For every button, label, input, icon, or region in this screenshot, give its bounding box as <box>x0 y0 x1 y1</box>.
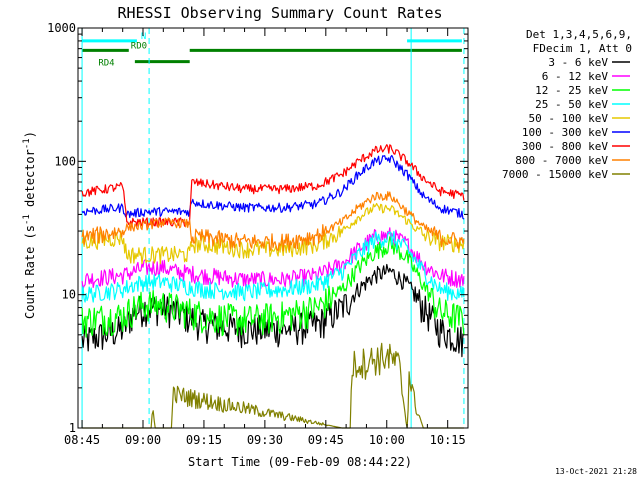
legend-header-0: Det 1,3,4,5,6,9, <box>526 28 632 41</box>
y-axis-label-mid: detector <box>23 149 37 214</box>
y-tick-label: 100 <box>54 154 76 168</box>
series-line-7 <box>81 191 465 252</box>
axis-ticks: 08:45 09:00 09:15 09:30 09:45 10:00 10:15 1 10 10… <box>47 21 468 447</box>
legend-label-5: 100 - 300 keV <box>522 126 608 139</box>
flag-label-rd4: RD4 <box>98 59 114 69</box>
legend-label-6: 300 - 800 keV <box>522 140 608 153</box>
footer-date: 13-Oct-2021 21:28 <box>555 467 637 476</box>
x-tick-label: 09:45 <box>308 433 344 447</box>
y-axis-label-suffix: ) <box>23 131 37 138</box>
legend-label-0: 3 - 6 keV <box>548 56 608 69</box>
x-tick-label: 09:30 <box>247 433 283 447</box>
y-tick-label: 1000 <box>47 21 76 35</box>
legend-label-7: 800 - 7000 keV <box>515 154 608 167</box>
y-axis-label: Count Rate (s-1 detector-1) <box>22 131 37 319</box>
series-layer <box>81 144 465 429</box>
series-line-5 <box>81 154 465 220</box>
chart-title: RHESSI Observing Summary Count Rates <box>117 4 442 22</box>
plot-frame <box>77 27 469 429</box>
y-axis-label-prefix: Count Rate (s <box>23 225 37 319</box>
series-line-4 <box>81 202 465 265</box>
legend-label-8: 7000 - 15000 keV <box>502 168 608 181</box>
flag-label-rd0: RD0 <box>131 41 147 51</box>
x-tick-label: 10:15 <box>430 433 466 447</box>
x-tick-label: 09:15 <box>186 433 222 447</box>
legend-label-2: 12 - 25 keV <box>535 84 608 97</box>
y-tick-label: 1 <box>69 421 76 435</box>
series-line-3 <box>81 230 465 303</box>
vertical-markers <box>81 28 465 428</box>
legend-label-3: 25 - 50 keV <box>535 98 608 111</box>
legend-label-1: 6 - 12 keV <box>542 70 609 83</box>
legend-header-1: FDecim 1, Att 0 <box>533 42 632 55</box>
series-line-2 <box>81 236 465 338</box>
y-axis-label-sup2: -1 <box>22 138 32 149</box>
legend-label-4: 50 - 100 keV <box>529 112 609 125</box>
x-tick-label: 09:00 <box>125 433 161 447</box>
y-tick-label: 10 <box>62 288 76 302</box>
y-axis-label-sup1: -1 <box>22 214 32 225</box>
legend: Det 1,3,4,5,6,9,FDecim 1, Att 03 - 6 keV… <box>502 28 632 181</box>
x-tick-label: 10:00 <box>369 433 405 447</box>
flag-label-n: N <box>141 32 146 42</box>
x-tick-label: 08:45 <box>64 433 100 447</box>
x-axis-label: Start Time (09-Feb-09 08:44:22) <box>188 455 412 469</box>
